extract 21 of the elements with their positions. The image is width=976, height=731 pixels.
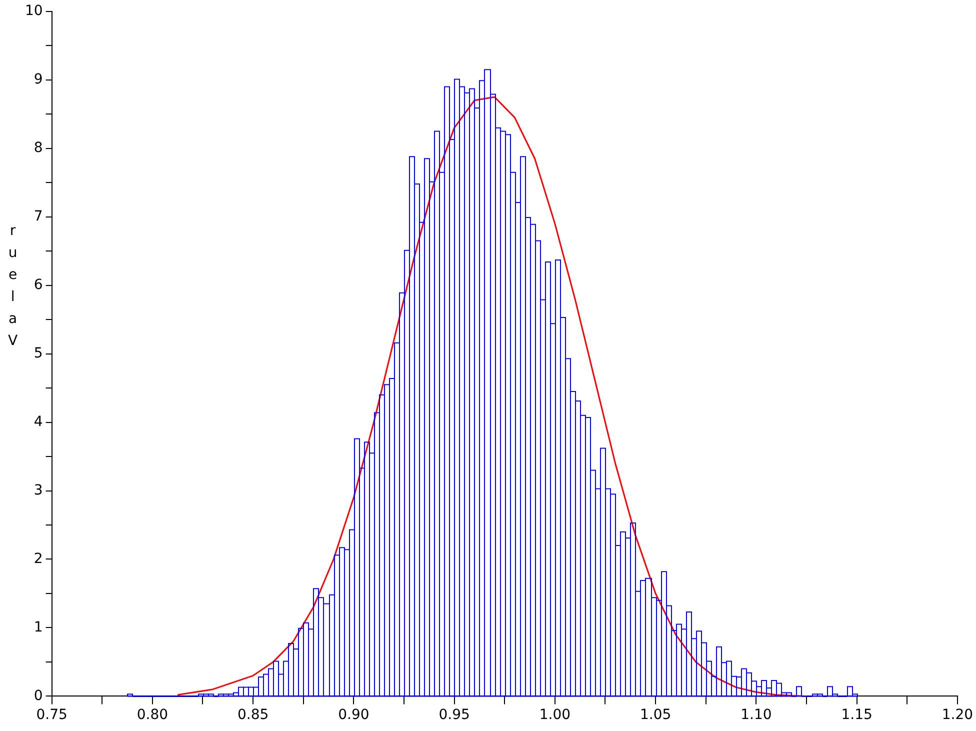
x-tick-label: 0.95 bbox=[438, 707, 470, 724]
y-tick-label: 6 bbox=[34, 276, 43, 293]
x-tick-label: 0.90 bbox=[338, 707, 370, 724]
y-tick-label: 8 bbox=[34, 140, 43, 156]
y-tick-label: 5 bbox=[34, 345, 43, 362]
y-tick-label: 9 bbox=[34, 72, 43, 88]
x-tick-label: 1.10 bbox=[740, 707, 772, 724]
x-tick-label: 0.75 bbox=[36, 707, 68, 724]
y-tick-label: 4 bbox=[34, 414, 43, 430]
x-tick-label: 1.20 bbox=[942, 707, 973, 724]
x-tick-label: 1.05 bbox=[640, 707, 672, 724]
y-tick-label: 3 bbox=[34, 482, 43, 498]
y-tick-label: 7 bbox=[34, 208, 43, 224]
y-tick-label: 0 bbox=[34, 688, 43, 704]
x-tick-label: 1.00 bbox=[539, 707, 571, 724]
x-tick-label: 1.15 bbox=[841, 707, 872, 724]
y-tick-label: 2 bbox=[34, 550, 43, 567]
y-tick-label: 1 bbox=[34, 619, 43, 636]
y-tick-label: 10 bbox=[24, 3, 43, 20]
x-tick-label: 0.80 bbox=[136, 707, 168, 724]
x-tick-label: 0.85 bbox=[237, 707, 269, 724]
